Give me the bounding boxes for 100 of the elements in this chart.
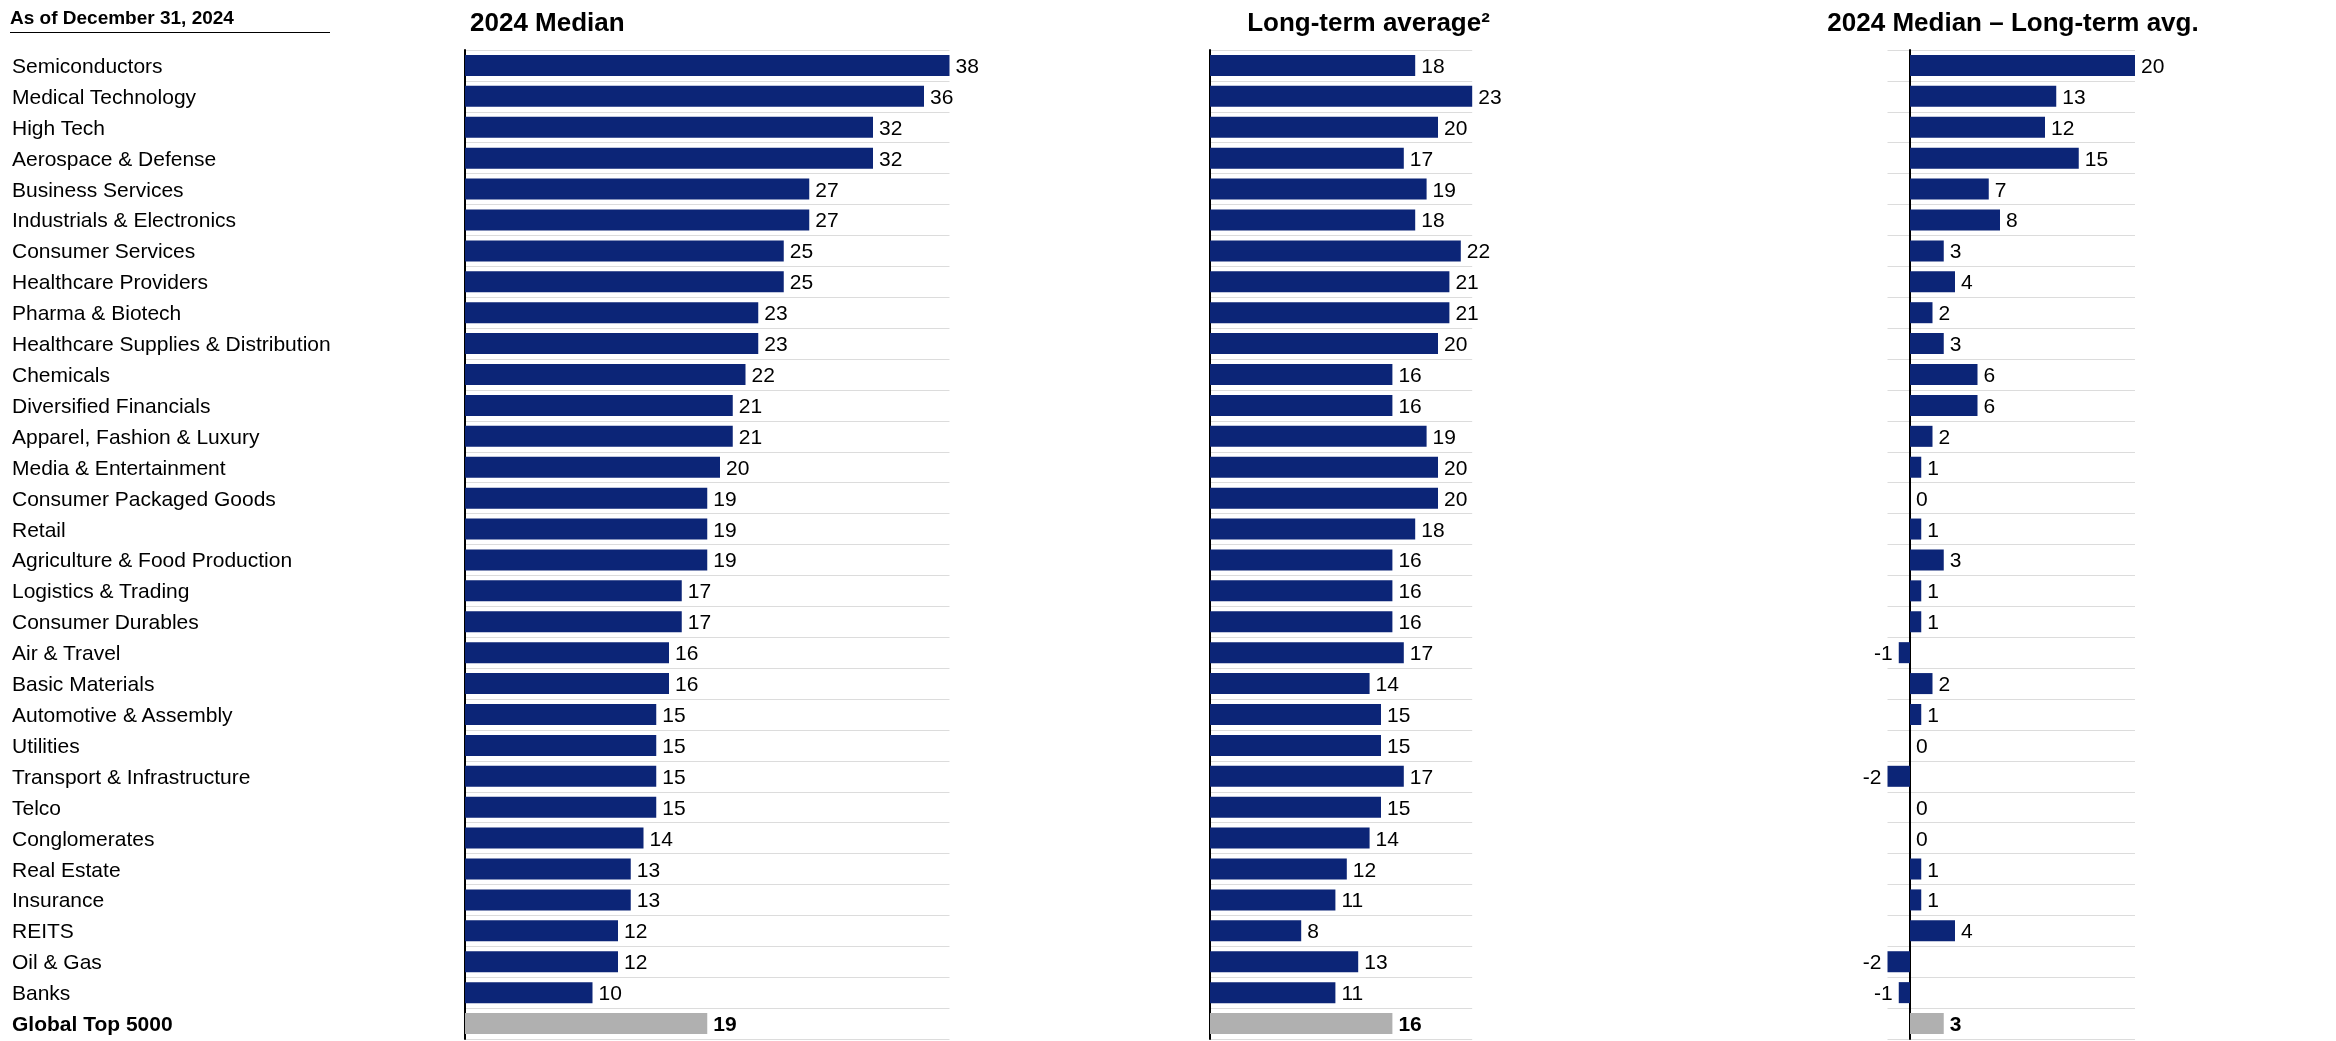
data-label: 15 bbox=[662, 764, 686, 788]
chart-title: 2024 Median bbox=[470, 7, 625, 37]
bar bbox=[1210, 364, 1393, 386]
bar bbox=[1210, 271, 1450, 293]
data-label: 19 bbox=[713, 548, 737, 572]
bar bbox=[1910, 240, 1944, 262]
y-tick-label: Pharma & Biotech bbox=[12, 301, 182, 325]
bar bbox=[465, 209, 810, 231]
y-tick-label: Transport & Infrastructure bbox=[12, 764, 251, 788]
data-label: 1 bbox=[1927, 857, 1939, 881]
bar bbox=[1210, 796, 1381, 818]
bar bbox=[465, 271, 784, 293]
bar bbox=[1210, 642, 1404, 664]
bar bbox=[465, 580, 682, 602]
bar bbox=[1210, 425, 1427, 447]
y-tick-label: Insurance bbox=[12, 888, 105, 912]
data-label: -1 bbox=[1874, 641, 1893, 665]
bar bbox=[1210, 116, 1438, 138]
y-tick-label: Automotive & Assembly bbox=[12, 702, 234, 726]
y-tick-label: Media & Entertainment bbox=[12, 455, 226, 479]
bar bbox=[465, 951, 618, 973]
data-label: 12 bbox=[624, 950, 648, 974]
bar bbox=[1898, 982, 1910, 1004]
bar bbox=[465, 116, 873, 138]
y-tick-label: Consumer Durables bbox=[12, 610, 199, 634]
bar bbox=[1910, 920, 1955, 942]
data-label: 3 bbox=[1949, 1012, 1962, 1036]
text: As of December 31, 2024 bbox=[10, 7, 235, 28]
data-label: 20 bbox=[1444, 115, 1468, 139]
bar bbox=[465, 178, 810, 200]
bar bbox=[1910, 116, 2045, 138]
bar bbox=[465, 85, 924, 107]
bar bbox=[465, 518, 708, 540]
data-label: 18 bbox=[1421, 53, 1445, 77]
data-label: 15 bbox=[2084, 146, 2109, 170]
bar bbox=[465, 394, 733, 416]
data-label: 1 bbox=[1927, 610, 1939, 634]
bar bbox=[1210, 703, 1381, 725]
y-tick-label: Utilities bbox=[12, 733, 80, 757]
data-label: 3 bbox=[1949, 548, 1962, 572]
y-tick-label: Diversified Financials bbox=[12, 393, 211, 417]
bar bbox=[1210, 549, 1393, 571]
data-label: 16 bbox=[1398, 548, 1422, 572]
data-label: 17 bbox=[687, 610, 712, 634]
data-label: -2 bbox=[1862, 950, 1882, 974]
data-label: 12 bbox=[2051, 115, 2075, 139]
data-label: 0 bbox=[1916, 826, 1928, 850]
data-label: 1 bbox=[1927, 579, 1939, 603]
bar bbox=[465, 147, 873, 169]
y-tick-label: Retail bbox=[12, 517, 66, 541]
bar bbox=[465, 703, 657, 725]
data-label: 16 bbox=[1398, 393, 1422, 417]
y-tick-label: Chemicals bbox=[12, 363, 111, 387]
data-label: 27 bbox=[815, 177, 839, 201]
data-label: 23 bbox=[1478, 84, 1502, 108]
bar bbox=[465, 1013, 708, 1035]
bar bbox=[465, 858, 631, 880]
bar bbox=[1910, 147, 2079, 169]
y-tick-label: Aerospace & Defense bbox=[12, 146, 217, 170]
data-label: 20 bbox=[1444, 332, 1468, 356]
data-label: 17 bbox=[687, 579, 712, 603]
data-label: 11 bbox=[1341, 888, 1364, 912]
bar bbox=[465, 827, 644, 849]
bar bbox=[465, 333, 759, 355]
data-label: 16 bbox=[1398, 363, 1422, 387]
data-label: 8 bbox=[1307, 919, 1319, 943]
bar bbox=[1887, 765, 1910, 787]
data-label: 17 bbox=[1409, 764, 1434, 788]
data-label: 16 bbox=[1398, 610, 1422, 634]
data-label: 14 bbox=[649, 826, 674, 850]
data-label: 1 bbox=[1927, 517, 1939, 541]
bar bbox=[1210, 951, 1359, 973]
y-tick-label: Semiconductors bbox=[12, 53, 163, 77]
data-label: 15 bbox=[662, 733, 686, 757]
data-label: 18 bbox=[1421, 208, 1445, 232]
bar bbox=[1910, 1013, 1944, 1035]
data-label: 15 bbox=[662, 702, 686, 726]
bar bbox=[1910, 178, 1989, 200]
bar bbox=[1210, 1013, 1393, 1035]
bar bbox=[465, 54, 950, 76]
data-label: 19 bbox=[713, 486, 737, 510]
data-label: 19 bbox=[713, 1012, 737, 1036]
data-label: 32 bbox=[879, 115, 903, 139]
data-label: 16 bbox=[675, 641, 699, 665]
bar bbox=[1910, 333, 1944, 355]
data-label: 19 bbox=[713, 517, 737, 541]
y-tick-label: Business Services bbox=[12, 177, 184, 201]
data-label: 0 bbox=[1916, 795, 1928, 819]
data-label: 21 bbox=[1455, 270, 1479, 294]
data-label: 12 bbox=[624, 919, 648, 943]
data-label: 4 bbox=[1961, 270, 1973, 294]
data-label: 14 bbox=[1375, 826, 1400, 850]
bar bbox=[1210, 456, 1438, 478]
data-label: 3 bbox=[1949, 332, 1962, 356]
data-label: 22 bbox=[1466, 239, 1491, 263]
y-tick-label: Basic Materials bbox=[12, 672, 155, 696]
bar bbox=[1210, 580, 1393, 602]
data-label: 15 bbox=[1387, 733, 1411, 757]
data-label: 1 bbox=[1927, 702, 1939, 726]
y-tick-label: Conglomerates bbox=[12, 826, 155, 850]
